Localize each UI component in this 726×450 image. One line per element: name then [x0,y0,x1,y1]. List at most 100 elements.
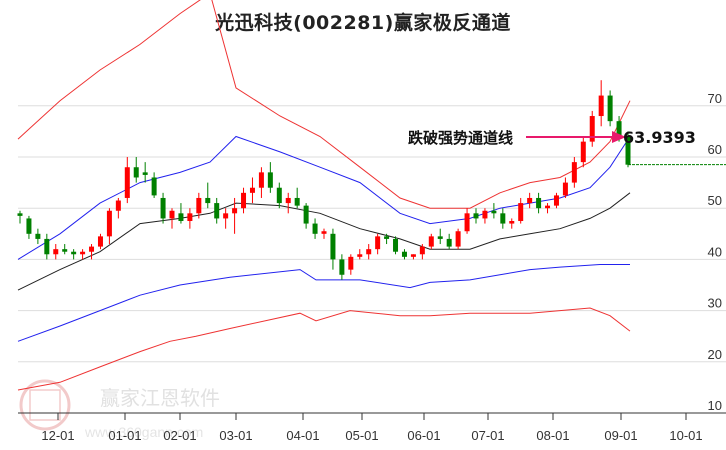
candle [115,200,121,211]
candle [437,236,443,239]
candle [80,251,86,255]
y-tick-label: 60 [708,142,722,157]
candle [249,187,255,193]
candle [509,221,515,224]
candle [384,236,390,239]
candle [464,213,470,232]
candle [214,203,220,219]
candle [232,208,238,214]
candle [393,238,399,252]
candle [500,213,506,224]
x-tick-label: 06-01 [407,428,440,443]
candle [607,95,613,122]
candle [285,197,291,204]
candle [428,236,434,247]
candle [339,259,345,275]
candle [205,197,211,204]
candle [258,172,264,188]
x-axis: 12-01 01-01 02-01 03-01 04-01 05-01 06-01 07-01… [41,413,703,443]
candle [419,246,425,255]
candle [357,254,363,257]
y-tick-label: 50 [708,193,722,208]
candle [366,249,372,255]
candle [518,203,524,221]
candle [187,213,193,221]
candle [446,238,452,247]
candle [241,192,247,209]
x-tick-label: 01-01 [108,428,141,443]
annotation-value: 63.9393 [623,128,696,147]
candle [598,95,604,117]
candle [196,197,202,214]
candle [553,195,559,206]
candle [294,197,300,206]
candle [106,210,112,237]
candle [71,251,77,255]
candle [312,223,318,234]
candle [169,210,175,219]
upper-inner-band [17,135,631,260]
x-tick-label: 05-01 [345,428,378,443]
candle [89,246,95,252]
candle [562,182,568,196]
candle [536,197,542,209]
y-tick-label: 30 [708,296,722,311]
candle [62,249,68,252]
arrow-right-icon [612,131,626,143]
candle [151,177,157,196]
candle [616,121,622,137]
x-tick-label: 10-01 [669,428,702,443]
watermark-brand: 赢家江恩软件 [100,386,220,410]
x-tick-label: 09-01 [604,428,637,443]
candle [410,254,416,257]
candle [491,210,497,214]
candle [321,231,327,234]
x-tick-label: 02-01 [163,428,196,443]
x-tick-label: 04-01 [286,428,319,443]
candle [580,141,586,163]
x-tick-label: 12-01 [41,428,74,443]
candle [44,238,50,255]
candle [571,162,577,183]
y-tick-label: 20 [708,347,722,362]
watermark-seal-icon [19,379,71,431]
candle [97,236,103,247]
candle [178,213,184,221]
candle [276,187,282,204]
x-tick-label: 07-01 [471,428,504,443]
middle-line [17,192,631,291]
candle [625,136,631,165]
chart-title: 光迅科技(002281)赢家极反通道 [215,12,511,34]
y-tick-label: 70 [708,91,722,106]
candle [133,167,139,178]
candle [142,172,148,175]
candle [26,218,32,234]
candle [53,249,59,255]
candle [375,236,381,250]
candle [545,205,551,209]
x-tick-label: 08-01 [536,428,569,443]
annotation-label: 跌破强势通道线 [408,129,513,147]
lower-outer-band [17,307,631,391]
candlesticks [17,80,631,280]
candle [267,172,273,188]
y-tick-label: 40 [708,244,722,259]
lower-inner-band [17,264,630,342]
candle [348,256,354,270]
candle [482,210,488,219]
y-tick-label: 10 [708,398,722,413]
watermark: 赢家江恩软件 www.360gann.com [19,379,220,440]
candle [589,116,595,142]
candle [124,167,130,198]
breakout-annotation: 跌破强势通道线 63.9393 [408,128,696,147]
candle [401,251,407,257]
candle [17,213,23,216]
channel-lines [17,0,631,391]
x-tick-label: 03-01 [219,428,252,443]
candle [35,233,41,239]
candle [473,213,479,219]
candle [223,213,229,219]
candle [527,197,533,204]
watermark-url: www.360gann.com [84,424,203,440]
